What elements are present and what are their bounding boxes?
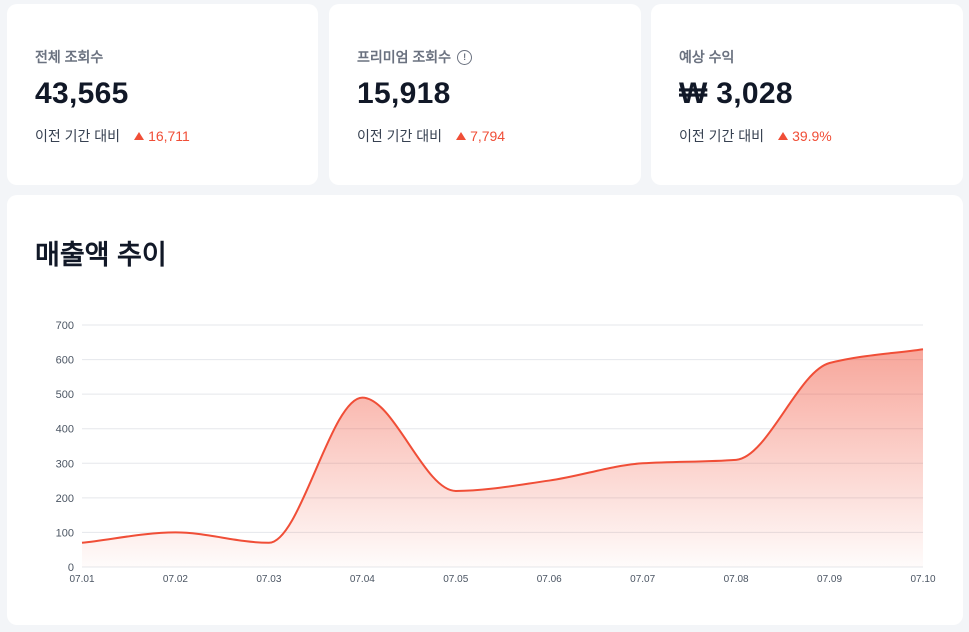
stat-label: 예상 수익 bbox=[679, 48, 935, 66]
stat-label-text: 전체 조회수 bbox=[35, 49, 104, 65]
triangle-up-icon bbox=[456, 132, 467, 140]
compare-label: 이전 기간 대비 bbox=[357, 128, 443, 144]
stat-value: 15,918 bbox=[357, 77, 451, 110]
info-icon[interactable]: ! bbox=[457, 49, 473, 65]
stat-value: 43,565 bbox=[35, 77, 129, 110]
x-tick-label: 07.04 bbox=[350, 574, 375, 585]
delta-badge: 7,794 bbox=[456, 128, 505, 144]
x-tick-label: 07.06 bbox=[537, 574, 562, 585]
delta-value: 7,794 bbox=[470, 128, 506, 144]
chart-title: 매출액 추이 bbox=[35, 240, 167, 270]
stat-card-premium-views: 프리미엄 조회수 ! 15,918 이전 기간 대비 7,794 bbox=[329, 4, 641, 185]
y-tick-label: 0 bbox=[68, 562, 74, 574]
data-point[interactable] bbox=[356, 392, 368, 404]
revenue-trend-card: 매출액 추이 0 100 200 300 400 500 600 700 07.01 07.02 0… bbox=[7, 195, 963, 625]
stat-compare: 이전 기간 대비 39.9% bbox=[679, 126, 935, 146]
area-layer bbox=[76, 343, 929, 567]
delta-badge: 16,711 bbox=[134, 128, 190, 144]
data-point[interactable] bbox=[730, 454, 742, 466]
y-tick-label: 300 bbox=[56, 458, 74, 470]
x-tick-label: 07.01 bbox=[69, 574, 94, 585]
series-area bbox=[82, 349, 923, 567]
data-point[interactable] bbox=[263, 537, 275, 549]
compare-label: 이전 기간 대비 bbox=[679, 128, 765, 144]
stat-compare: 이전 기간 대비 16,711 bbox=[35, 126, 290, 146]
x-tick-label: 07.09 bbox=[817, 574, 842, 585]
stat-label-text: 프리미엄 조회수 bbox=[357, 49, 452, 65]
data-point[interactable] bbox=[169, 526, 181, 538]
delta-value: 16,711 bbox=[148, 128, 190, 144]
y-tick-label: 100 bbox=[56, 527, 74, 539]
x-tick-label: 07.03 bbox=[256, 574, 281, 585]
y-tick-label: 400 bbox=[56, 424, 74, 436]
triangle-up-icon bbox=[778, 132, 789, 140]
delta-badge: 39.9% bbox=[778, 128, 832, 144]
data-point[interactable] bbox=[450, 485, 462, 497]
stat-compare: 이전 기간 대비 7,794 bbox=[357, 126, 613, 146]
compare-label: 이전 기간 대비 bbox=[35, 128, 121, 144]
y-tick-label: 500 bbox=[56, 389, 74, 401]
x-tick-label: 07.10 bbox=[910, 574, 935, 585]
triangle-up-icon bbox=[134, 132, 145, 140]
axis-layer: 0 100 200 300 400 500 600 700 07.01 07.02 07.03 07.… bbox=[56, 320, 936, 585]
y-tick-label: 600 bbox=[56, 355, 74, 367]
stat-label-text: 예상 수익 bbox=[679, 49, 735, 65]
data-point[interactable] bbox=[917, 343, 929, 355]
data-point[interactable] bbox=[824, 357, 836, 369]
x-tick-label: 07.05 bbox=[443, 574, 468, 585]
x-tick-label: 07.02 bbox=[163, 574, 188, 585]
stat-value: ₩ 3,028 bbox=[679, 77, 793, 110]
data-point[interactable] bbox=[637, 457, 649, 469]
x-tick-label: 07.07 bbox=[630, 574, 655, 585]
stat-card-expected-revenue: 예상 수익 ₩ 3,028 이전 기간 대비 39.9% bbox=[651, 4, 963, 185]
y-tick-label: 200 bbox=[56, 493, 74, 505]
stat-card-total-views: 전체 조회수 43,565 이전 기간 대비 16,711 bbox=[7, 4, 318, 185]
data-point[interactable] bbox=[543, 475, 555, 487]
y-tick-label: 700 bbox=[56, 320, 74, 332]
revenue-trend-chart: 0 100 200 300 400 500 600 700 07.01 07.02 07.03 07.… bbox=[56, 320, 936, 585]
delta-value: 39.9% bbox=[792, 128, 832, 144]
x-tick-label: 07.08 bbox=[724, 574, 749, 585]
stat-label: 전체 조회수 bbox=[35, 48, 290, 66]
stat-label: 프리미엄 조회수 ! bbox=[357, 48, 613, 66]
data-point[interactable] bbox=[76, 537, 88, 549]
series-line bbox=[81, 348, 924, 544]
